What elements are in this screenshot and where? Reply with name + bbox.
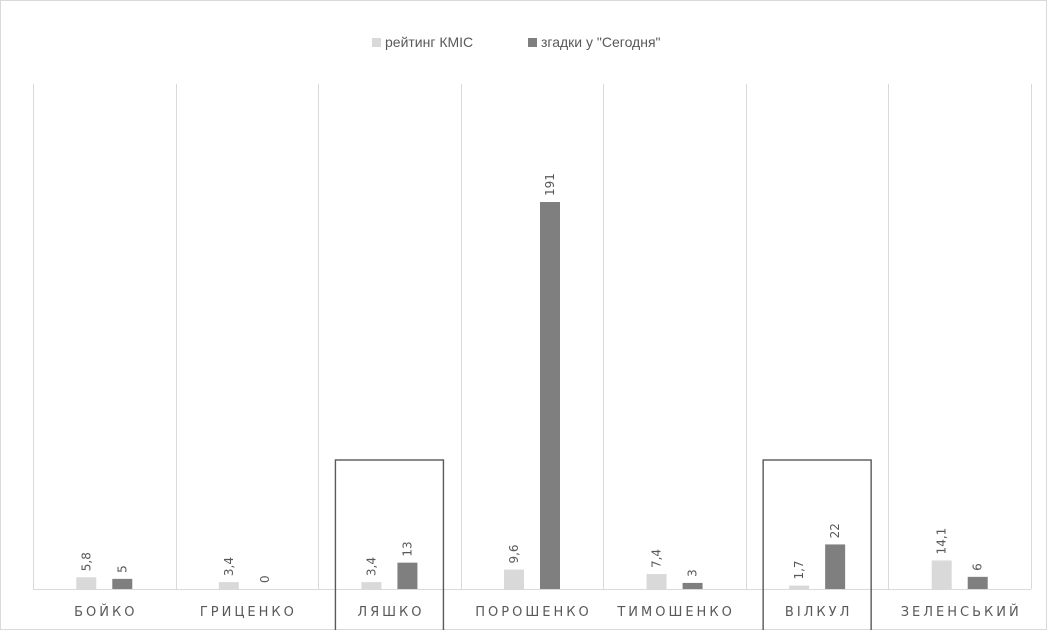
category-label-ляшко: ЛЯШКО (357, 605, 424, 620)
bar-вілкул-series-2 (825, 544, 846, 589)
data-label: 22 (828, 523, 842, 538)
data-label: 14,1 (935, 528, 949, 555)
data-label: 13 (400, 541, 414, 556)
bar-порошенко-series-1 (504, 569, 524, 589)
data-label: 5 (115, 565, 129, 573)
bar-тимошенко-series-1 (646, 574, 667, 589)
data-label: 3,4 (222, 557, 236, 576)
data-label: 7,4 (650, 549, 664, 568)
data-label: 5,8 (79, 552, 93, 571)
data-label: 9,6 (507, 544, 521, 563)
bar-вілкул-series-1 (789, 585, 810, 589)
category-label-порошенко: ПОРОШЕНКО (475, 605, 591, 620)
bars (76, 202, 988, 589)
data-label: 6 (971, 563, 985, 571)
data-label: 3 (686, 569, 700, 577)
legend-swatch-series-1 (372, 38, 381, 47)
category-label-вілкул: ВІЛКУЛ (785, 605, 852, 620)
legend-label-series-2: згадки у "Сегодня" (541, 34, 661, 50)
bar-зеленський-series-2 (967, 576, 988, 589)
data-label: 0 (258, 575, 272, 583)
highlight-box-ляшко (334, 459, 445, 630)
highlight-boxes (334, 459, 872, 630)
category-labels: БОЙКО ГРИЦЕНКО ЛЯШКО ПОРОШЕНКО ТИМОШЕНКО ВІЛК… (74, 604, 1022, 620)
data-labels: 5,8 5 3,4 0 3,4 13 9,6 191 7,4 3 1,7 22 14,1 6 (79, 173, 984, 583)
bar-порошенко-series-2 (540, 202, 560, 589)
data-label: 191 (543, 173, 557, 196)
data-label: 3,4 (364, 557, 378, 576)
highlight-box-вілкул (762, 459, 872, 630)
category-label-тимошенко: ТИМОШЕНКО (616, 605, 734, 620)
category-label-гриценко: ГРИЦЕНКО (200, 605, 297, 620)
bar-бойко-series-1 (76, 577, 97, 589)
bar-бойко-series-2 (112, 578, 133, 589)
data-label: 1,7 (792, 560, 806, 579)
legend-label-series-1: рейтинг КМІС (385, 34, 473, 50)
category-label-зеленський: ЗЕЛЕНСЬКИЙ (901, 604, 1022, 620)
bar-тимошенко-series-2 (682, 582, 703, 589)
bar-ляшко-series-1 (361, 582, 382, 589)
category-label-бойко: БОЙКО (74, 604, 137, 620)
legend: рейтинг КМІС згадки у "Сегодня" (372, 34, 661, 50)
bar-зеленський-series-1 (931, 560, 952, 589)
legend-swatch-series-2 (528, 38, 537, 47)
grid-lines (33, 84, 1032, 590)
bar-гриценко-series-1 (218, 582, 239, 589)
bar-ляшко-series-2 (397, 562, 418, 589)
